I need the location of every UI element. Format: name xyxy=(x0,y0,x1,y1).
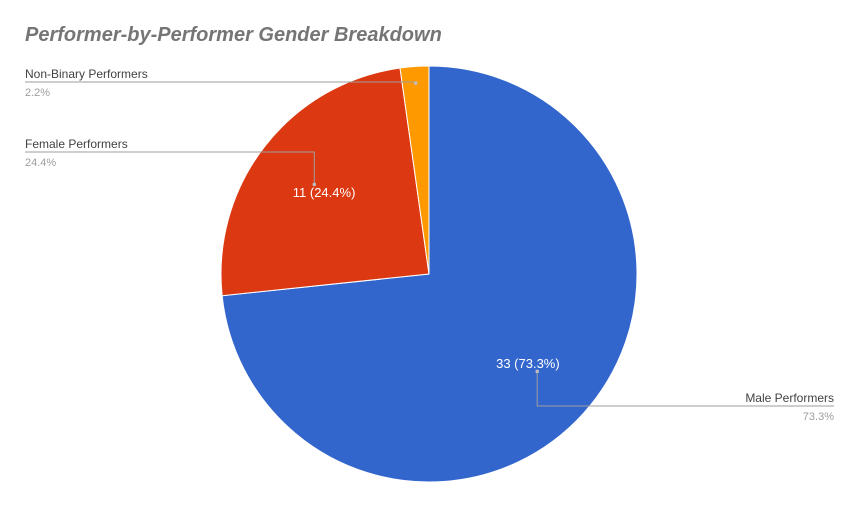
callout-percent-male-performers: 73.3% xyxy=(803,411,834,423)
callout-name-non-binary-performers: Non-Binary Performers xyxy=(25,67,148,81)
pie-slice-female-performers[interactable] xyxy=(220,67,430,297)
pie-slice-labels: 33 (73.3%) 11 (24.4%) xyxy=(293,185,560,371)
pie-callouts: Male Performers 73.3% Female Performers 24.… xyxy=(25,67,834,423)
callout-dot-male-performers xyxy=(535,369,539,374)
callout-percent-female-performers: 24.4% xyxy=(25,157,56,169)
pie-slice-non-binary-performers[interactable] xyxy=(399,65,430,275)
callout-dot-female-performers xyxy=(312,182,317,187)
callout-dot-non-binary-performers xyxy=(413,81,418,85)
pie-slice-male-performers[interactable] xyxy=(221,65,638,483)
slice-label-female-performers: 11 (24.4%) xyxy=(293,185,356,200)
callout-percent-non-binary-performers: 2.2% xyxy=(25,87,50,99)
slice-label-male-performers: 33 (73.3%) xyxy=(496,356,560,371)
callout-line-female-performers xyxy=(25,151,315,185)
callout-name-male-performers: Male Performers xyxy=(745,391,834,405)
pie-slices xyxy=(220,65,638,483)
callout-name-female-performers: Female Performers xyxy=(25,137,128,151)
chart-title: Performer-by-Performer Gender Breakdown xyxy=(25,24,442,46)
callout-line-male-performers xyxy=(536,371,834,407)
